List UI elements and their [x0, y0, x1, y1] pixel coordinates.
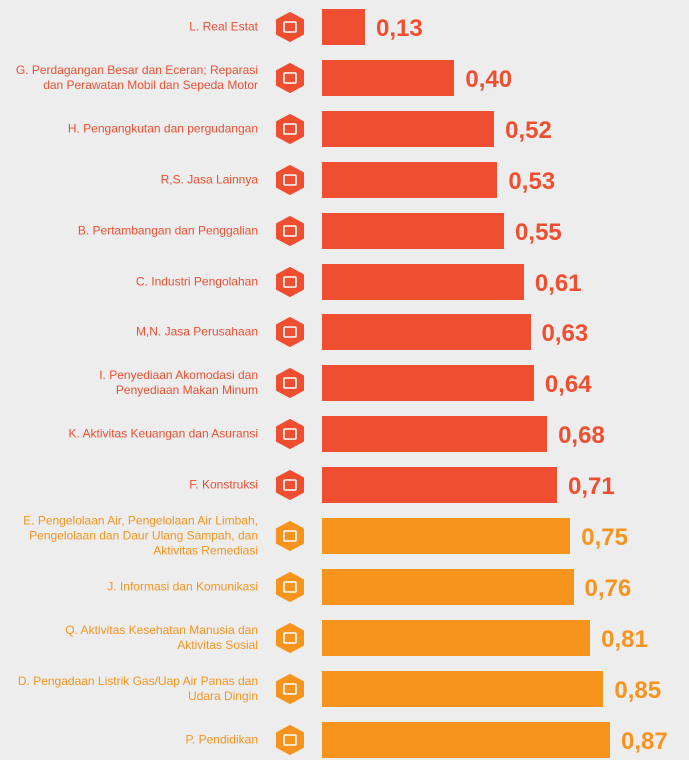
- icon: [275, 368, 305, 399]
- bar: [322, 365, 534, 402]
- value-label: 0,87: [620, 727, 668, 755]
- bar: [322, 416, 548, 453]
- value-label: 0,75: [581, 524, 628, 551]
- bar: [322, 212, 505, 249]
- bar: [322, 9, 366, 45]
- value-label: 0,63: [541, 320, 589, 348]
- icon-shape: [276, 266, 304, 297]
- icon: [275, 62, 305, 93]
- icon: [275, 470, 305, 501]
- bar: [322, 568, 574, 605]
- category-label: E. Pengelolaan Air, Pengelolaan Air Limb…: [23, 513, 258, 558]
- value-label: 0,55: [515, 218, 562, 246]
- category-label: G. Perdagangan Besar dan Eceran; Reparas…: [15, 62, 258, 92]
- icon-shape: [276, 470, 304, 501]
- icon-shape: [276, 724, 304, 755]
- icon: [275, 12, 305, 42]
- value-label: 0,71: [568, 473, 615, 501]
- bar: [322, 263, 524, 300]
- icon-shape: [276, 317, 304, 348]
- bar: [322, 314, 531, 351]
- icon-shape: [276, 12, 304, 42]
- icon: [275, 266, 305, 297]
- icon: [275, 317, 305, 348]
- category-label: Q. Aktivitas Kesehatan Manusia dan Aktiv…: [65, 622, 258, 652]
- category-label: K. Aktivitas Keuangan dan Asuransi: [68, 426, 258, 441]
- bar: [322, 518, 571, 554]
- icon: [275, 571, 305, 602]
- value-label: 0,40: [465, 65, 513, 93]
- icon-shape: [276, 164, 304, 195]
- bar: [322, 670, 604, 707]
- icon: [275, 622, 305, 653]
- bar: [322, 467, 557, 504]
- icon-shape: [276, 419, 304, 450]
- category-label: F. Konstruksi: [189, 477, 258, 492]
- value-label: 0,81: [601, 625, 648, 653]
- icon-shape: [276, 622, 304, 653]
- icon: [275, 724, 305, 755]
- category-label: I. Penyediaan Akomodasi dan Penyediaan M…: [99, 368, 258, 398]
- bar: [322, 110, 495, 147]
- category-label: D. Pengadaan Listrik Gas/Uap Air Panas d…: [17, 673, 258, 703]
- value-label: 0,64: [544, 371, 592, 399]
- icon-shape: [276, 673, 304, 704]
- icon-shape: [276, 62, 304, 93]
- value-label: 0,85: [614, 676, 662, 704]
- icon: [275, 419, 305, 450]
- value-label: 0,53: [508, 167, 556, 195]
- icon: [275, 113, 305, 144]
- icon-shape: [276, 571, 304, 602]
- icon-shape: [276, 368, 304, 399]
- bar: [322, 721, 610, 758]
- icon: [275, 164, 305, 195]
- category-label: H. Pengangkutan dan pergudangan: [67, 121, 258, 136]
- value-label: 0,13: [376, 15, 423, 42]
- icon-shape: [276, 521, 304, 551]
- value-label: 0,61: [534, 269, 582, 297]
- icon-shape: [276, 215, 304, 246]
- category-label: B. Pertambangan dan Penggalian: [77, 223, 258, 238]
- icon: [275, 521, 305, 551]
- category-label: J. Informasi dan Komunikasi: [107, 579, 258, 594]
- category-label: L. Real Estat: [189, 19, 258, 34]
- category-label: R,S. Jasa Lainnya: [160, 172, 258, 187]
- category-label: C. Industri Pengolahan: [135, 274, 258, 288]
- icon: [275, 673, 305, 704]
- value-label: 0,52: [505, 116, 552, 144]
- value-label: 0,76: [584, 574, 632, 602]
- category-label: M,N. Jasa Perusahaan: [135, 324, 258, 339]
- value-label: 0,68: [558, 422, 605, 450]
- icon-shape: [276, 113, 304, 144]
- bar: [322, 59, 455, 96]
- icon: [275, 215, 305, 246]
- bar: [322, 161, 498, 198]
- category-label: P. Pendidikan: [185, 732, 258, 747]
- bar: [322, 619, 591, 656]
